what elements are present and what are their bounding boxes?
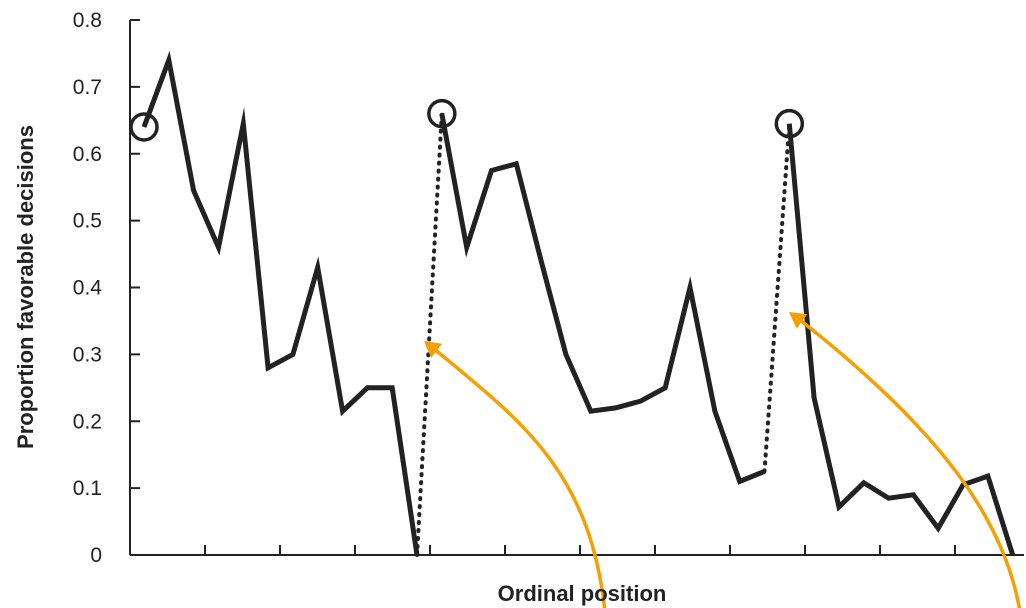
y-tick-label: 0.2 [73, 410, 102, 433]
series-segment-1 [141, 50, 420, 556]
annotation-arrows [424, 312, 1022, 608]
x-axis-title: Ordinal position [498, 581, 667, 606]
annotation-arrowhead [789, 312, 808, 329]
annotation-arrow [431, 346, 607, 608]
annotation-arrowhead [424, 341, 443, 358]
y-tick-label: 0.5 [73, 210, 102, 233]
circled-point [129, 112, 159, 142]
y-tick-label: 0.8 [73, 9, 102, 32]
y-tick-label: 0 [90, 544, 102, 567]
y-tick-label: 0.1 [73, 477, 102, 500]
series-segment-3 [786, 123, 1016, 556]
y-axis: 0 0.1 0.2 0.3 0.4 0.5 0.6 0.7 0.8 [73, 9, 140, 567]
y-tick-label: 0.7 [73, 76, 102, 99]
gap-connectors [415, 111, 792, 557]
gap-connector [762, 121, 792, 474]
circled-points [129, 98, 805, 142]
circled-point [427, 98, 457, 129]
y-tick-label: 0.6 [73, 143, 102, 166]
y-tick-label: 0.3 [73, 343, 102, 366]
series-segment-2 [439, 113, 766, 485]
series-lines [141, 50, 1016, 556]
y-tick-label: 0.4 [73, 277, 103, 300]
circled-point [774, 108, 805, 139]
y-axis-title: Proportion favorable decisions [13, 125, 38, 449]
annotation-arrow [798, 318, 1022, 608]
gap-connector [415, 111, 444, 557]
x-axis [130, 545, 1024, 556]
